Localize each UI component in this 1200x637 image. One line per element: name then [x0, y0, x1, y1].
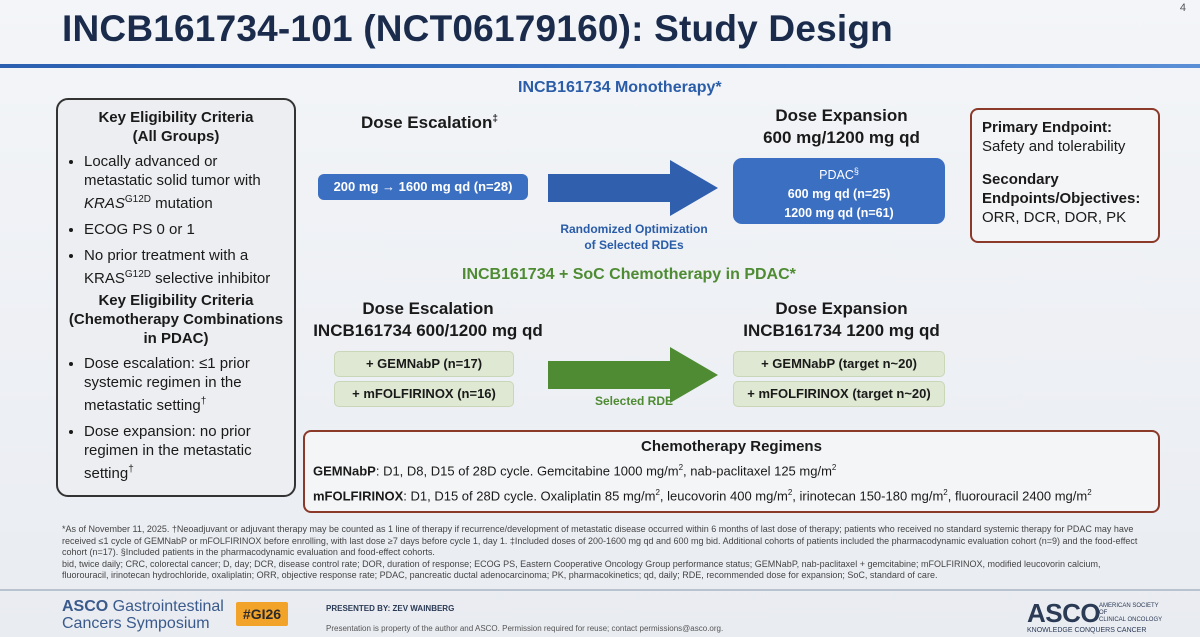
criterion-item: Locally advanced or metastatic solid tum… — [84, 152, 284, 213]
criterion-item: Dose escalation: ≤1 prior systemic regim… — [84, 354, 284, 415]
eligibility-heading-all: Key Eligibility Criteria (All Groups) — [98, 109, 254, 145]
presented-by: PRESENTED BY: ZEV WAINBERG — [326, 604, 455, 613]
page-number: 4 — [1179, 2, 1186, 14]
criterion-item: Dose expansion: no prior regimen in the … — [84, 422, 284, 483]
combo-escalation-arm: + mFOLFIRINOX (n=16) — [334, 381, 514, 407]
mfolfirinox-regimen: mFOLFIRINOX: D1, D15 of 28D cycle. Oxali… — [313, 488, 1092, 504]
eligibility-heading-chemo: Key Eligibility Criteria (Chemotherapy C… — [68, 292, 284, 347]
combo-arrow-icon — [548, 347, 718, 403]
property-note: Presentation is property of the author a… — [326, 624, 724, 633]
criterion-item: No prior treatment with a KRASG12D selec… — [84, 246, 284, 288]
mono-expansion-label: Dose Expansion 600 mg/1200 mg qd — [763, 106, 920, 147]
asco-logo: ASCO AMERICAN SOCIETY OF CLINICAL ONCOLOG… — [1027, 598, 1163, 634]
mono-arrow-label: Randomized Optimization of Selected RDEs — [560, 222, 708, 252]
endpoints-box: Primary Endpoint: Safety and tolerabilit… — [970, 108, 1160, 243]
asco-gi-logo: ASCO Gastrointestinal Cancers Symposium — [62, 598, 224, 632]
combo-escalation-label: Dose Escalation INCB161734 600/1200 mg q… — [313, 299, 543, 340]
hashtag-badge: #GI26 — [236, 602, 288, 626]
combo-arrow-label: Selected RDE — [594, 394, 674, 408]
primary-endpoint-title: Primary Endpoint: — [982, 119, 1113, 136]
mono-escalation-label: Dose Escalation‡ — [361, 113, 498, 132]
eligibility-criteria-box: Key Eligibility Criteria (All Groups) Lo… — [56, 98, 296, 497]
combo-expansion-arm: + mFOLFIRINOX (target n~20) — [733, 381, 945, 407]
secondary-endpoint-title: Secondary Endpoints/Objectives: — [982, 171, 1141, 207]
footnote-abbreviations: bid, twice daily; CRC, colorectal cancer… — [62, 558, 1101, 581]
mono-expansion-pill: PDAC§ 600 mg qd (n=25) 1200 mg qd (n=61) — [733, 158, 945, 224]
eligibility-list-all: Locally advanced or metastatic solid tum… — [68, 152, 284, 288]
footnote-line: *As of November 11, 2025. †Neoadjuvant o… — [62, 524, 1138, 557]
chemo-title: Chemotherapy Regimens — [641, 438, 822, 455]
combo-expansion-arm: + GEMNabP (target n~20) — [733, 351, 945, 377]
eligibility-list-chemo: Dose escalation: ≤1 prior systemic regim… — [68, 354, 284, 483]
mono-escalation-pill: 200 mg → 1600 mg qd (n=28) — [318, 174, 528, 200]
slide-title: INCB161734-101 (NCT06179160): Study Desi… — [62, 8, 893, 49]
footer-divider — [0, 589, 1200, 591]
title-underline — [0, 64, 1200, 68]
criterion-item: ECOG PS 0 or 1 — [84, 220, 284, 239]
mono-arrow-icon — [548, 160, 718, 216]
monotherapy-heading: INCB161734 Monotherapy* — [518, 79, 722, 96]
combination-heading: INCB161734 + SoC Chemotherapy in PDAC* — [462, 266, 796, 283]
footnotes: *As of November 11, 2025. †Neoadjuvant o… — [62, 524, 1147, 582]
primary-endpoint-text: Safety and tolerability — [982, 138, 1126, 155]
combo-escalation-arm: + GEMNabP (n=17) — [334, 351, 514, 377]
gemnabp-regimen: GEMNabP: D1, D8, D15 of 28D cycle. Gemci… — [313, 463, 837, 479]
combo-expansion-label: Dose Expansion INCB161734 1200 mg qd — [743, 299, 940, 340]
chemotherapy-regimens-box: Chemotherapy Regimens GEMNabP: D1, D8, D… — [303, 430, 1160, 513]
secondary-endpoint-text: ORR, DCR, DOR, PK — [982, 209, 1127, 226]
